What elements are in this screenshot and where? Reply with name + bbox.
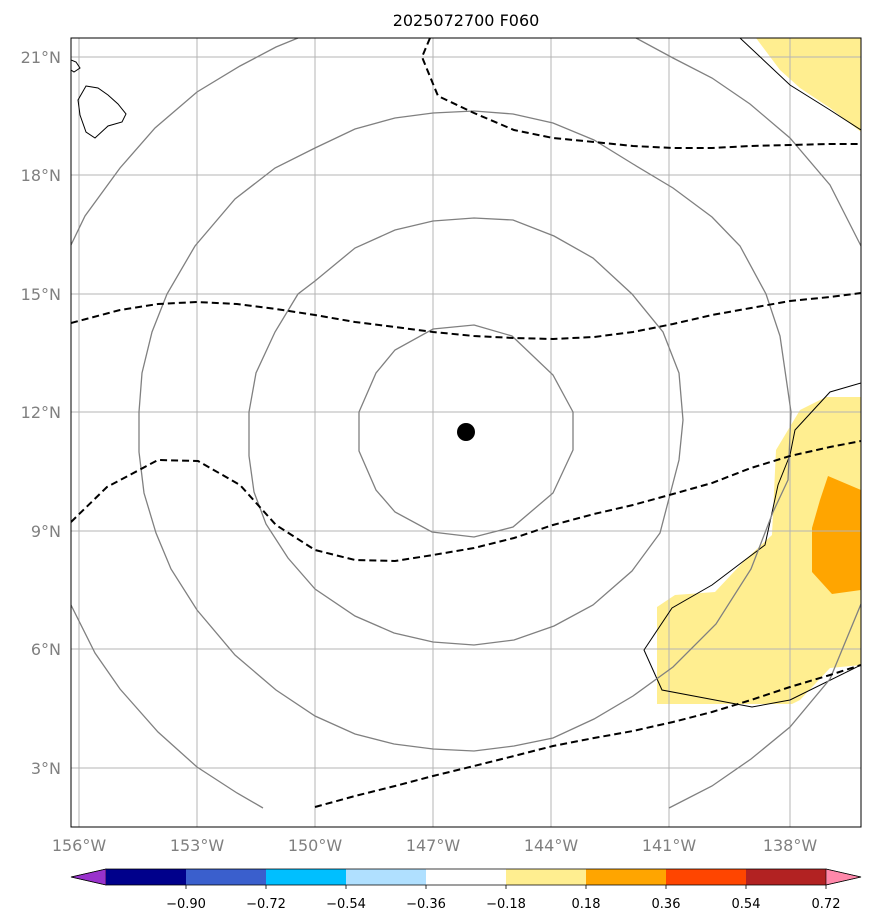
colorbar-tick-label: 0.18 — [572, 897, 601, 912]
latitude-labels: 3°N 6°N 9°N 12°N 15°N 18°N 21°N — [21, 48, 61, 778]
lon-label: 156°W — [52, 836, 107, 855]
longitude-labels: 156°W 153°W 150°W 147°W 144°W 141°W 138°… — [52, 836, 818, 855]
coastline-northeast — [739, 38, 861, 131]
lat-label: 21°N — [21, 48, 61, 67]
dashed-contours — [71, 38, 861, 808]
colorbar-swatch — [426, 869, 507, 885]
colorbar-tick-label: −0.18 — [486, 897, 526, 912]
lon-label: 138°W — [763, 836, 818, 855]
dashed-line-far-south — [314, 664, 861, 808]
lat-label: 18°N — [21, 166, 61, 185]
colorbar-outline — [70, 868, 862, 886]
colorbar-tick-label: −0.72 — [246, 897, 286, 912]
contour-ring-4-north — [71, 38, 299, 246]
colorbar-tick-label: 0.54 — [732, 897, 761, 912]
map-frame — [70, 37, 862, 828]
colorbar-tick-label: 0.72 — [812, 897, 841, 912]
colorbar: −0.90 −0.72 −0.54 −0.36 −0.18 0.18 0.36 0.54 0.7… — [70, 868, 862, 912]
contour-ring-4-northeast — [635, 38, 861, 247]
map-area — [71, 38, 861, 827]
lat-label: 6°N — [31, 640, 61, 659]
island-hawaii — [77, 85, 127, 139]
dashed-line-north — [420, 38, 861, 149]
contour-ring-1 — [358, 324, 574, 538]
colorbar-swatch — [666, 869, 747, 885]
storm-center-marker — [457, 423, 475, 441]
colorbar-tick-label: −0.54 — [326, 897, 366, 912]
colorbar-tick-label: −0.36 — [406, 897, 446, 912]
figure-title: 2025072700 F060 — [393, 11, 540, 30]
strong-anomaly-shading — [812, 476, 861, 594]
positive-anomaly-shading — [657, 38, 861, 704]
dashed-line-south — [71, 440, 861, 563]
lat-label: 15°N — [21, 285, 61, 304]
island-fragment — [71, 59, 81, 73]
contour-ring-2 — [248, 217, 684, 646]
colorbar-tick-label: 0.36 — [652, 897, 681, 912]
colorbar-swatch — [346, 869, 427, 885]
colorbar-extend-high — [825, 868, 862, 886]
contour-ring-3 — [138, 110, 792, 752]
colorbar-swatch — [186, 869, 267, 885]
colorbar-swatch — [266, 869, 347, 885]
pressure-contours — [71, 38, 861, 809]
colorbar-swatch — [106, 869, 187, 885]
lon-label: 147°W — [406, 836, 461, 855]
colorbar-swatch — [746, 869, 827, 885]
lon-label: 153°W — [170, 836, 225, 855]
dashed-line-middle — [71, 292, 861, 341]
colorbar-swatch — [506, 869, 587, 885]
lat-label: 12°N — [21, 403, 61, 422]
contour-ring-4-southeast — [668, 603, 861, 809]
lat-label: 9°N — [31, 522, 61, 541]
contour-ring-4-southwest — [71, 604, 264, 809]
colorbar-swatch — [586, 869, 667, 885]
lat-label: 3°N — [31, 759, 61, 778]
lon-label: 150°W — [288, 836, 343, 855]
colorbar-tick-label: −0.90 — [166, 897, 206, 912]
colorbar-extend-low — [70, 868, 107, 886]
lon-label: 141°W — [642, 836, 697, 855]
lon-label: 144°W — [524, 836, 579, 855]
